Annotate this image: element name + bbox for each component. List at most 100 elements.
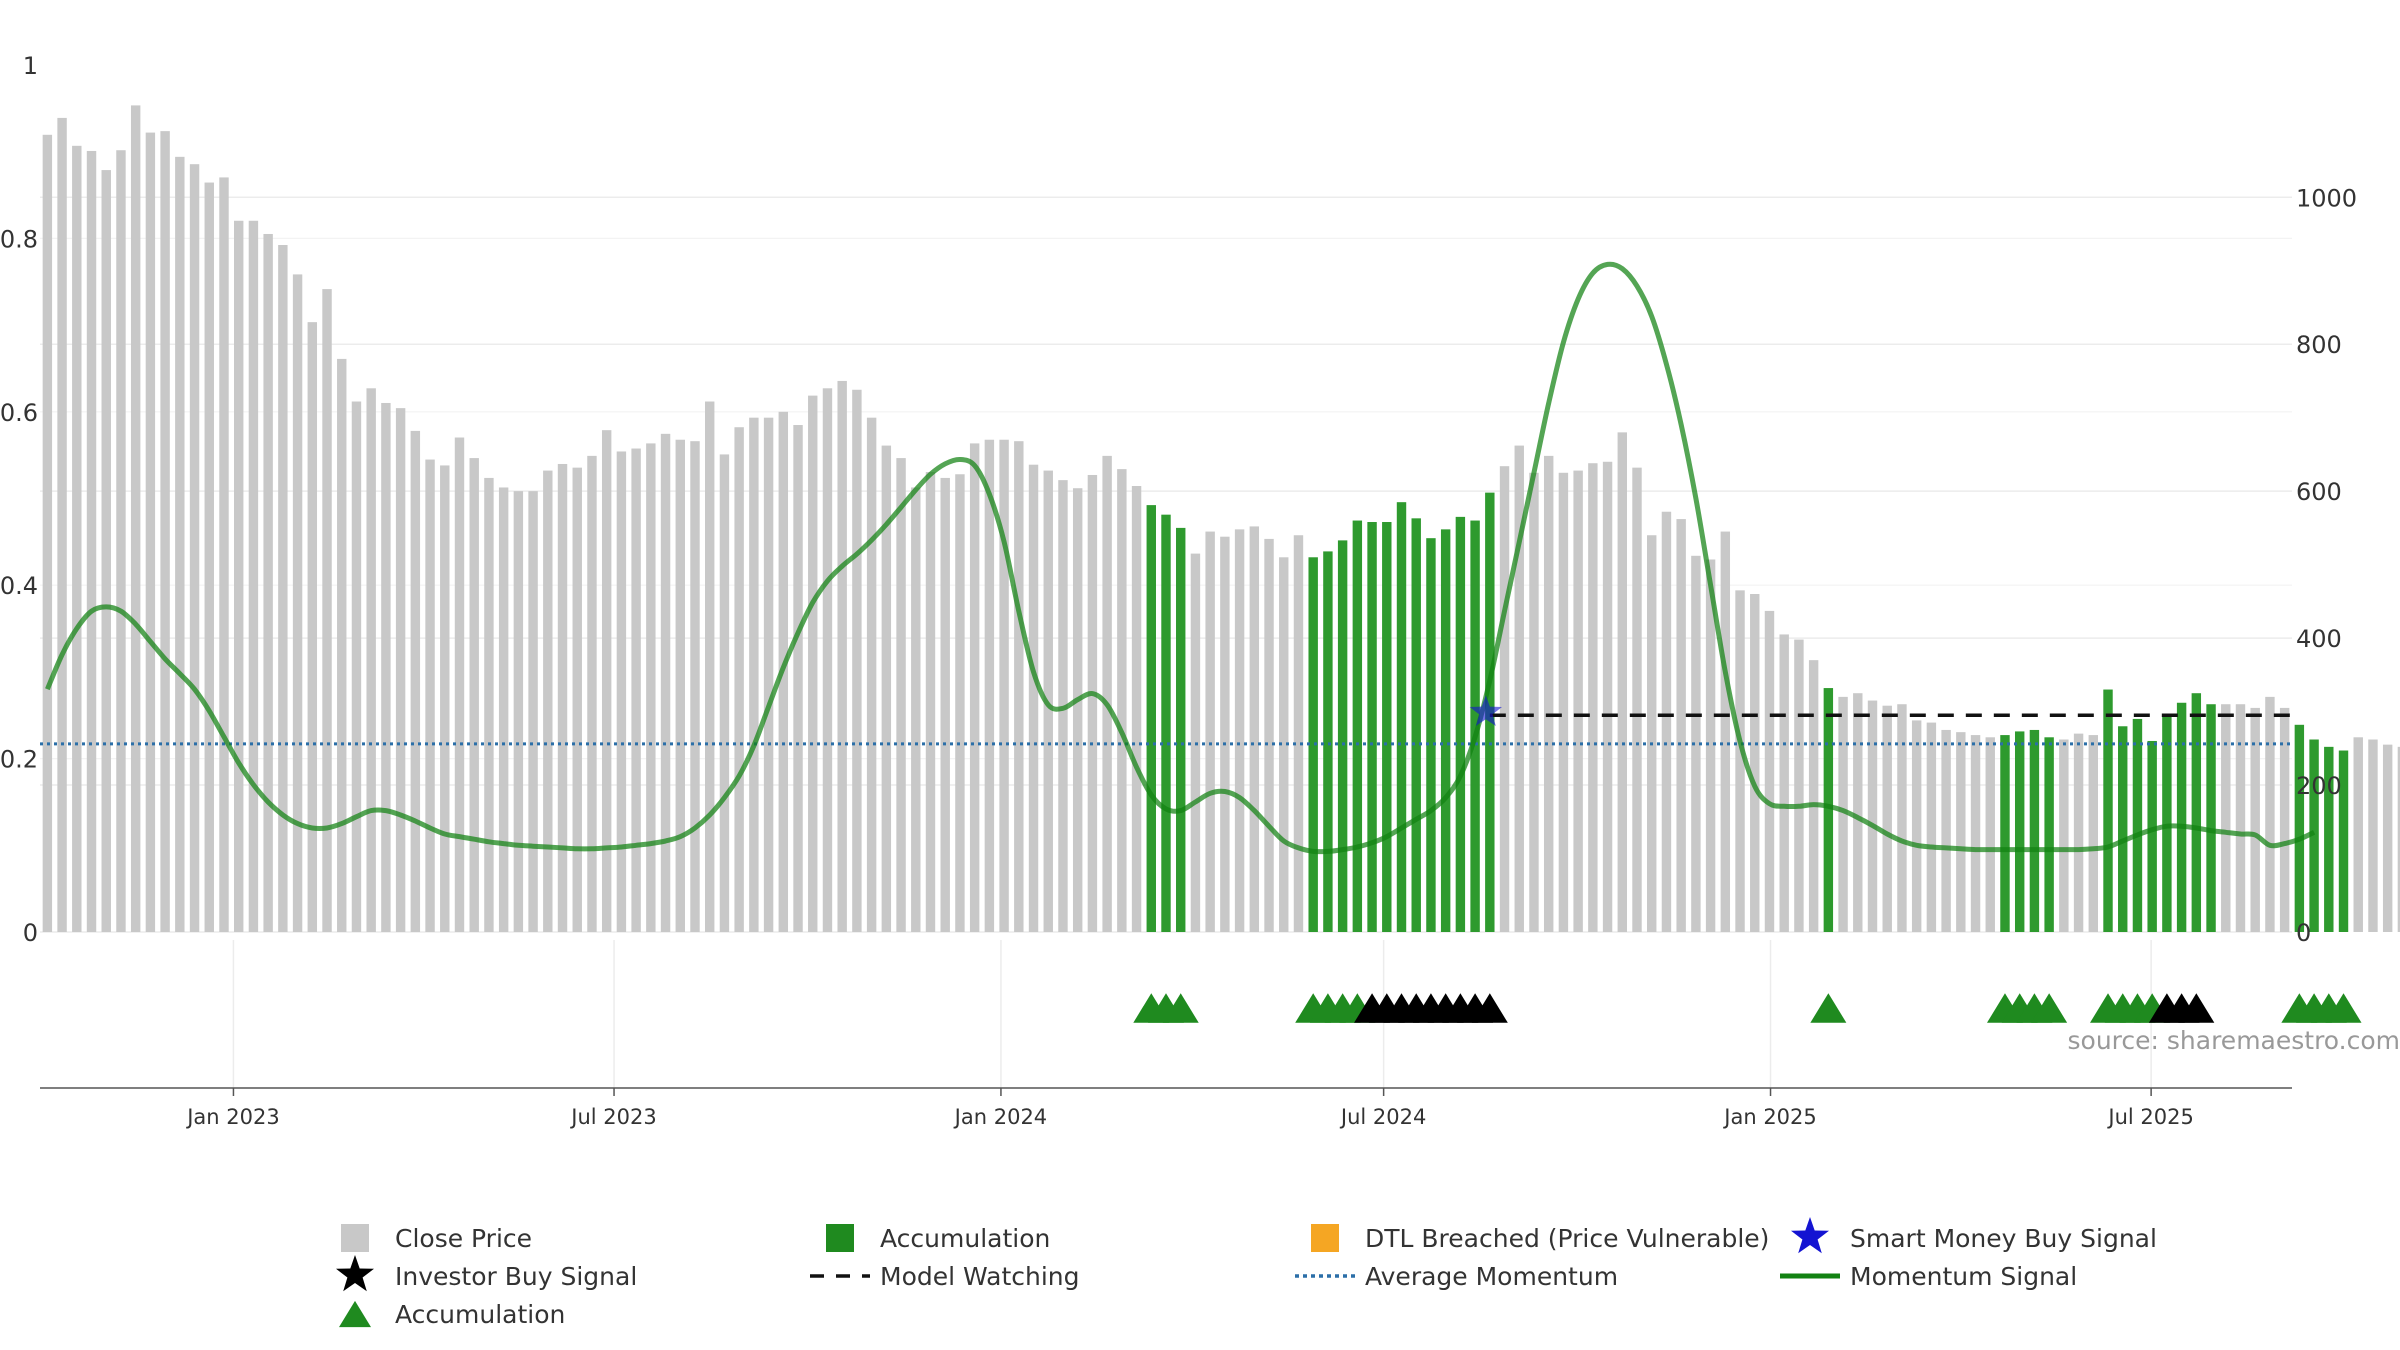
close-price-bar bbox=[1676, 519, 1686, 932]
close-price-bar bbox=[86, 150, 97, 932]
accumulation-bar bbox=[1352, 520, 1363, 932]
indicator-lines bbox=[40, 261, 2316, 855]
y-right-tick-label: 600 bbox=[2296, 478, 2342, 506]
close-price-bar bbox=[57, 117, 67, 933]
close-price-bar bbox=[1499, 466, 1510, 932]
accumulation-bar bbox=[1823, 688, 1834, 932]
close-price-bars bbox=[42, 105, 2400, 933]
close-price-bar bbox=[1647, 535, 1657, 932]
close-price-bar bbox=[278, 245, 288, 933]
close-price-bar bbox=[1543, 455, 1554, 932]
legend-swatch-accumulation bbox=[826, 1224, 854, 1252]
y-left-tick-label: 1 bbox=[23, 52, 38, 80]
accumulation-bar bbox=[1396, 502, 1407, 932]
accumulation-bar bbox=[2162, 715, 2172, 932]
close-price-bar bbox=[337, 358, 347, 932]
close-price-bar bbox=[1588, 463, 1598, 932]
close-price-bar bbox=[1838, 696, 1848, 932]
legend-label-model-watching: Model Watching bbox=[880, 1262, 1080, 1291]
close-price-bar bbox=[631, 448, 641, 932]
close-price-bar bbox=[116, 150, 126, 932]
close-price-bar bbox=[543, 470, 553, 932]
accumulation-bar bbox=[2029, 729, 2040, 932]
close-price-bar bbox=[1750, 594, 1760, 932]
close-price-bar bbox=[469, 458, 479, 932]
close-price-bar bbox=[366, 388, 376, 932]
close-price-bar bbox=[2265, 696, 2275, 932]
investor-buy-triangle bbox=[1471, 993, 1508, 1023]
close-price-bar bbox=[513, 491, 524, 932]
y-left-tick-label: 0.4 bbox=[0, 572, 38, 600]
accumulation-bar bbox=[2206, 704, 2216, 932]
close-price-bar bbox=[1970, 735, 1981, 932]
accumulation-bar bbox=[2338, 750, 2349, 932]
legend-triangle-accumulation bbox=[339, 1300, 371, 1328]
close-price-bar bbox=[1014, 441, 1024, 932]
legend-label-momentum-signal: Momentum Signal bbox=[1850, 1262, 2077, 1291]
accumulation-bar bbox=[2118, 726, 2128, 932]
close-price-bar bbox=[925, 472, 936, 932]
accumulation-bar bbox=[1337, 540, 1348, 932]
y-left-tick-label: 0.2 bbox=[0, 746, 38, 774]
close-price-bar bbox=[1882, 705, 1892, 932]
close-price-bar bbox=[528, 491, 538, 932]
close-price-bar bbox=[410, 430, 421, 932]
close-price-bar bbox=[1853, 693, 1863, 932]
close-price-bar bbox=[1279, 557, 1289, 932]
close-price-bar bbox=[675, 439, 685, 932]
investor-buy-triangle bbox=[2178, 993, 2215, 1023]
close-price-bar bbox=[322, 289, 332, 933]
close-price-bar bbox=[705, 401, 715, 932]
close-price-bar bbox=[808, 395, 818, 932]
close-price-bar bbox=[734, 427, 744, 932]
close-price-bar bbox=[1705, 559, 1716, 932]
y-left-tick-label: 0.8 bbox=[0, 225, 38, 253]
legend-label-smart-money: Smart Money Buy Signal bbox=[1850, 1224, 2157, 1253]
accumulation-bar bbox=[1411, 518, 1421, 932]
close-price-bar bbox=[440, 465, 450, 932]
y-right-tick-label: 200 bbox=[2296, 772, 2342, 800]
legend-swatch-dtl-breached bbox=[1311, 1224, 1339, 1252]
legend: Close Price Accumulation DTL Breached (Pri… bbox=[336, 1217, 2157, 1329]
close-price-bar bbox=[1558, 472, 1569, 932]
close-price-bar bbox=[1764, 610, 1775, 932]
close-price-bar bbox=[425, 459, 435, 932]
close-price-bar bbox=[616, 451, 627, 932]
signal-markers bbox=[1133, 695, 2362, 1023]
close-price-bar bbox=[1720, 531, 1731, 932]
close-price-bar bbox=[1985, 737, 1995, 932]
accumulation-bar bbox=[1146, 505, 1156, 932]
close-price-bar bbox=[572, 467, 582, 932]
close-price-bar bbox=[1529, 472, 1539, 932]
y-left-tick-label: 0 bbox=[23, 919, 38, 947]
close-price-bar bbox=[1632, 467, 1642, 932]
close-price-bar bbox=[763, 417, 774, 932]
smart-money-buy-star bbox=[1469, 695, 1502, 726]
close-price-bar bbox=[587, 455, 597, 932]
accumulation-bar bbox=[1176, 527, 1186, 932]
close-price-bar bbox=[1867, 700, 1878, 932]
accumulation-bar bbox=[2176, 702, 2187, 932]
close-price-bar bbox=[351, 401, 362, 932]
close-price-bar bbox=[2235, 704, 2246, 932]
close-price-bar bbox=[1117, 469, 1127, 932]
y-right-tick-label: 800 bbox=[2296, 331, 2342, 359]
close-price-bar bbox=[395, 408, 406, 932]
legend-label-dtl-breached: DTL Breached (Price Vulnerable) bbox=[1365, 1224, 1769, 1253]
close-price-bar bbox=[2221, 704, 2231, 932]
legend-label-average-momentum: Average Momentum bbox=[1365, 1262, 1618, 1291]
close-price-bar bbox=[2279, 707, 2290, 932]
accumulation-bar bbox=[2132, 718, 2143, 932]
close-price-bar bbox=[1102, 455, 1112, 932]
close-price-bar bbox=[1956, 732, 1966, 932]
accumulation-bar bbox=[2147, 740, 2157, 932]
x-tick-label: Jan 2025 bbox=[1722, 1105, 1817, 1129]
y-right-tick-label: 0 bbox=[2296, 919, 2311, 947]
close-price-bar bbox=[1072, 488, 1083, 932]
close-price-bar bbox=[1293, 535, 1304, 932]
close-price-bar bbox=[999, 439, 1009, 932]
close-price-bar bbox=[1028, 464, 1039, 932]
accumulation-bar bbox=[2044, 737, 2054, 932]
close-price-bar bbox=[690, 441, 700, 932]
